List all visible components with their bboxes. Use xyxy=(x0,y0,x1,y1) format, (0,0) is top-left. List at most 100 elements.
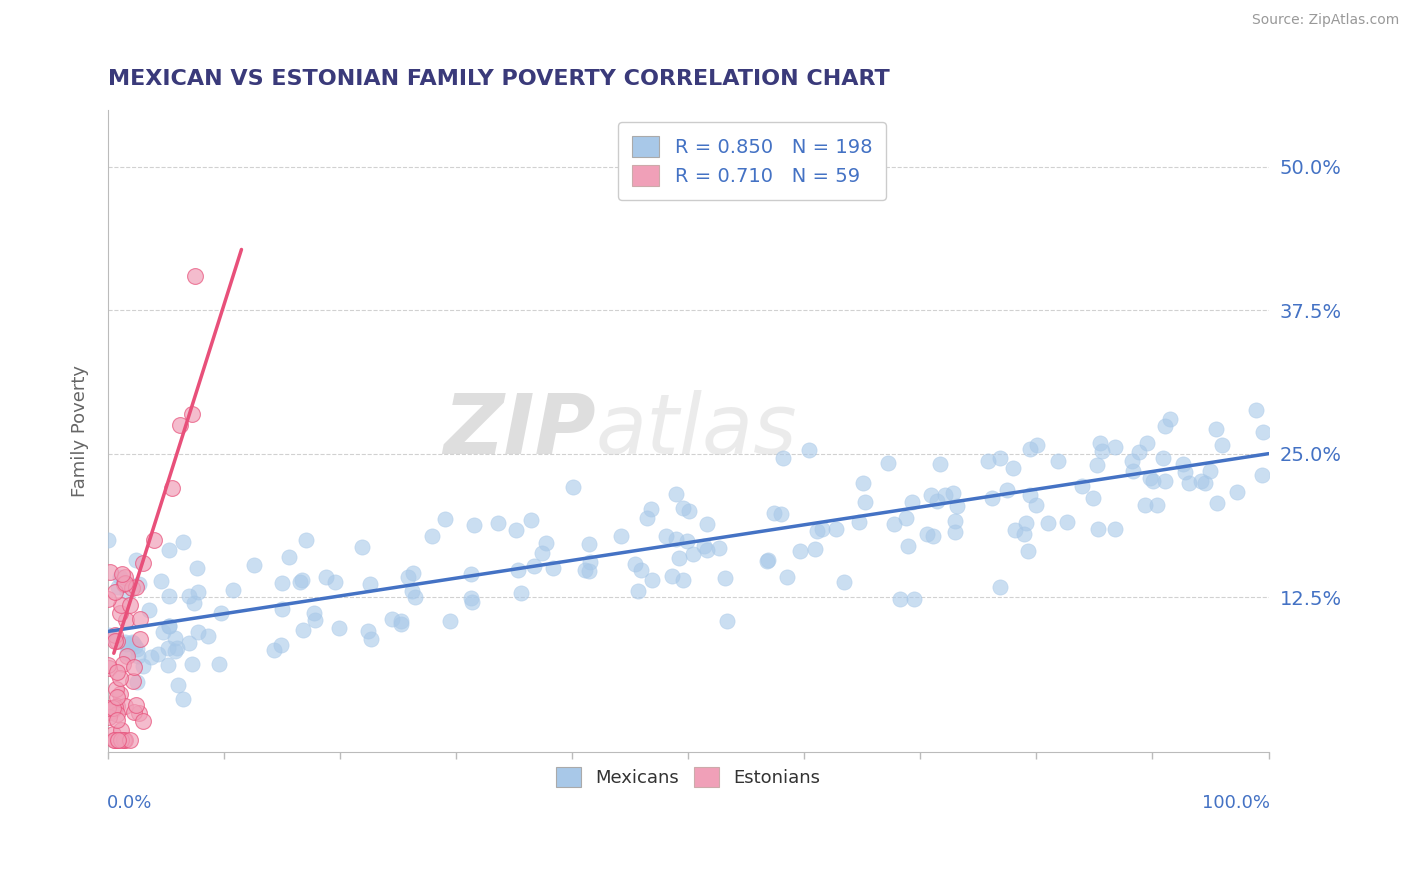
Point xyxy=(1122,464,1144,478)
Point xyxy=(672,573,695,587)
Point xyxy=(811,522,834,536)
Point xyxy=(806,524,828,538)
Point xyxy=(1081,491,1104,505)
Point xyxy=(610,529,633,543)
Point xyxy=(889,592,911,607)
Point xyxy=(1205,422,1227,436)
Point xyxy=(578,565,600,579)
Point xyxy=(115,585,138,599)
Point xyxy=(180,657,202,671)
Point xyxy=(183,596,205,610)
Point xyxy=(461,595,484,609)
Point xyxy=(111,657,134,672)
Point xyxy=(1018,442,1040,456)
Point xyxy=(534,536,557,550)
Point xyxy=(98,565,121,579)
Point xyxy=(396,569,419,583)
Point xyxy=(1085,458,1108,472)
Point xyxy=(114,733,136,747)
Point xyxy=(1056,515,1078,529)
Point xyxy=(110,607,132,621)
Point xyxy=(988,580,1011,594)
Point xyxy=(128,706,150,720)
Point xyxy=(579,555,602,569)
Point xyxy=(323,574,346,589)
Point xyxy=(641,573,664,587)
Point xyxy=(707,541,730,555)
Point xyxy=(146,648,169,662)
Point xyxy=(797,442,820,457)
Point xyxy=(127,674,149,689)
Point xyxy=(105,733,128,747)
Point xyxy=(103,733,125,747)
Point xyxy=(172,692,194,706)
Point xyxy=(530,545,553,559)
Point xyxy=(1152,450,1174,465)
Point xyxy=(1159,411,1181,425)
Point xyxy=(1189,475,1212,489)
Point xyxy=(112,577,135,591)
Point xyxy=(1025,498,1047,512)
Point xyxy=(115,646,138,660)
Point xyxy=(132,714,155,728)
Point xyxy=(288,575,311,590)
Point xyxy=(120,733,142,747)
Point xyxy=(433,512,456,526)
Point xyxy=(1194,476,1216,491)
Point xyxy=(270,575,292,590)
Point xyxy=(848,515,870,529)
Point xyxy=(1199,464,1222,478)
Point xyxy=(915,527,938,541)
Legend: Mexicans, Estonians: Mexicans, Estonians xyxy=(548,760,828,794)
Point xyxy=(675,533,697,548)
Point xyxy=(97,701,120,715)
Point xyxy=(943,514,966,528)
Point xyxy=(523,559,546,574)
Point xyxy=(543,561,565,575)
Point xyxy=(104,733,127,747)
Point xyxy=(157,619,180,633)
Point xyxy=(110,598,132,612)
Point xyxy=(104,628,127,642)
Point xyxy=(121,673,143,688)
Text: Source: ZipAtlas.com: Source: ZipAtlas.com xyxy=(1251,13,1399,28)
Point xyxy=(166,640,188,655)
Point xyxy=(127,649,149,664)
Point xyxy=(110,723,132,738)
Point xyxy=(131,659,153,673)
Point xyxy=(169,417,191,432)
Point xyxy=(118,598,141,612)
Point xyxy=(107,690,129,705)
Point xyxy=(115,613,138,627)
Point xyxy=(1087,522,1109,536)
Point xyxy=(1251,425,1274,440)
Point xyxy=(1178,475,1201,490)
Point xyxy=(149,574,172,588)
Point xyxy=(661,569,683,583)
Point xyxy=(97,533,120,548)
Point xyxy=(124,639,146,653)
Point xyxy=(122,636,145,650)
Point xyxy=(1070,479,1092,493)
Point xyxy=(114,634,136,648)
Point xyxy=(152,624,174,639)
Point xyxy=(263,643,285,657)
Point xyxy=(125,580,148,594)
Point xyxy=(934,488,956,502)
Point xyxy=(1154,474,1177,488)
Point xyxy=(177,589,200,603)
Point xyxy=(104,700,127,714)
Point xyxy=(520,512,543,526)
Point xyxy=(668,550,690,565)
Point xyxy=(922,529,945,543)
Point xyxy=(302,607,325,621)
Point xyxy=(1025,438,1047,452)
Point xyxy=(359,576,381,591)
Point xyxy=(104,682,127,697)
Point xyxy=(122,705,145,719)
Point xyxy=(184,268,207,283)
Point xyxy=(114,699,136,714)
Point xyxy=(208,657,231,671)
Point xyxy=(389,616,412,631)
Point xyxy=(772,450,794,465)
